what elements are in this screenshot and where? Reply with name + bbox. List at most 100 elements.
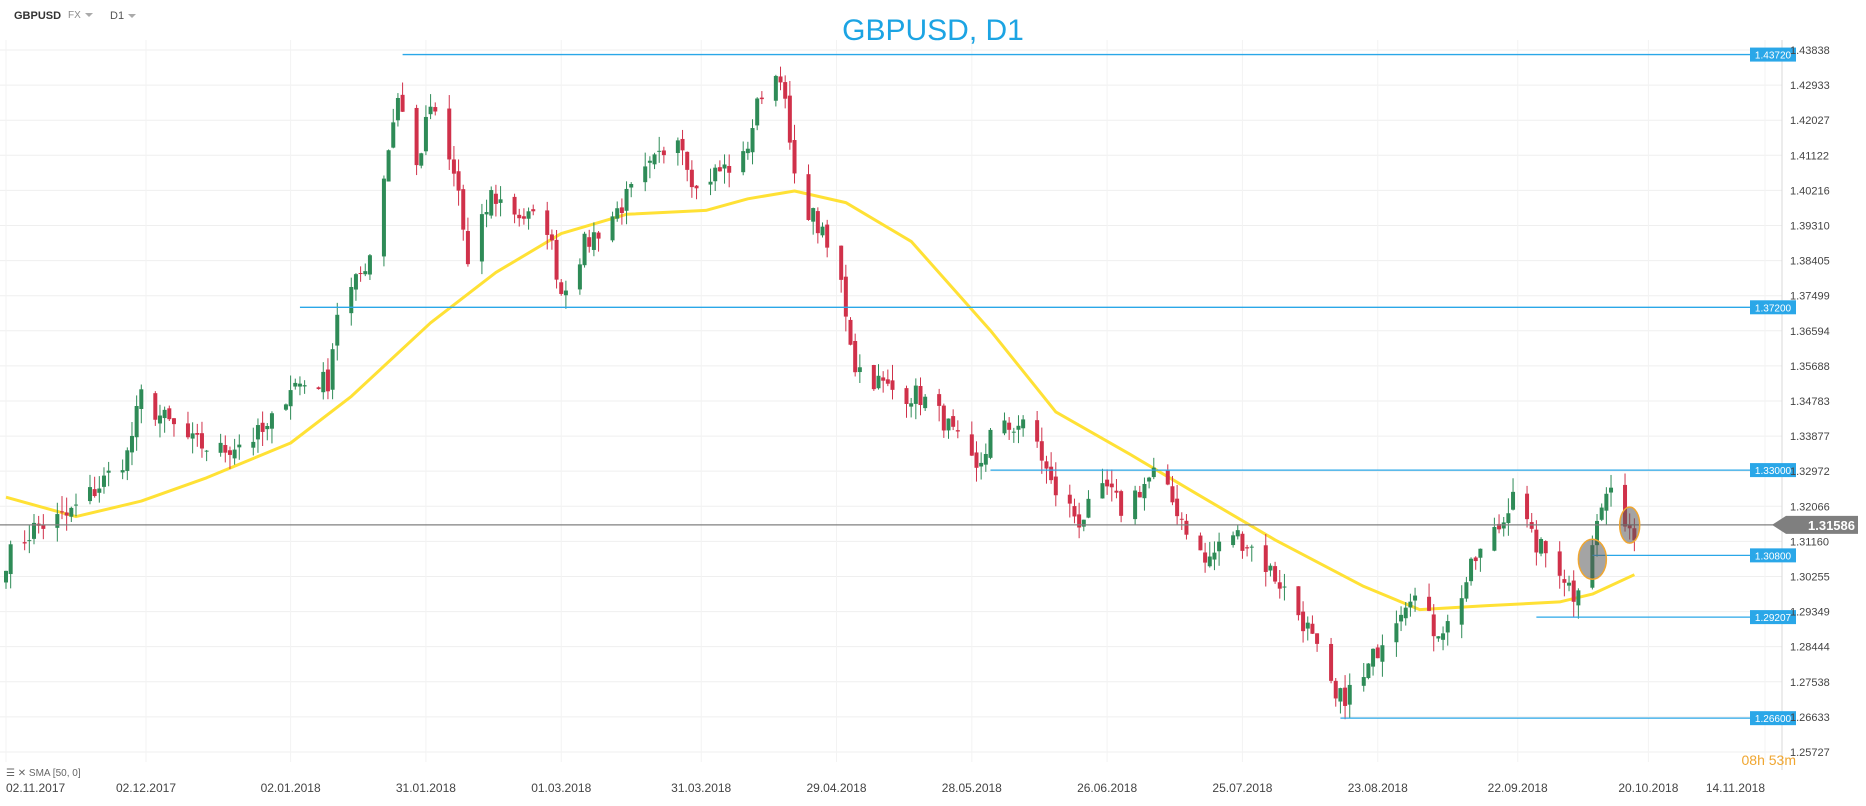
candle-body xyxy=(1557,551,1562,576)
x-tick-label: 23.08.2018 xyxy=(1348,781,1408,795)
candle-body xyxy=(1165,470,1170,485)
candle-body xyxy=(923,396,928,409)
candle-body xyxy=(1212,552,1217,560)
candle-body xyxy=(120,470,125,473)
candle-body xyxy=(157,415,162,424)
candle-body xyxy=(722,164,727,169)
candle-body xyxy=(717,167,722,172)
candle-body xyxy=(1441,633,1446,640)
candle-body xyxy=(484,212,489,215)
candle-body xyxy=(8,544,13,575)
level-label: 1.37200 xyxy=(1755,303,1792,314)
candle-body xyxy=(297,383,302,387)
candle-body xyxy=(1343,687,1348,706)
candle-body xyxy=(1436,636,1441,639)
chevron-down-icon xyxy=(84,13,93,18)
candle-body xyxy=(1399,614,1404,622)
candle-body xyxy=(1039,441,1044,461)
candle-body xyxy=(909,403,914,407)
candle-body xyxy=(773,75,778,101)
candle-body xyxy=(171,418,176,425)
highlight-ellipse xyxy=(1618,506,1641,544)
candle-body xyxy=(1534,529,1539,553)
candle-body xyxy=(946,418,951,431)
candle-body xyxy=(904,388,909,404)
candle-body xyxy=(1109,483,1114,488)
timeframe-selector[interactable]: D1 xyxy=(110,10,137,22)
candle-body xyxy=(1576,590,1581,606)
candle-body xyxy=(857,367,862,373)
highlight-ellipse xyxy=(1577,538,1608,580)
candle-body xyxy=(582,233,587,266)
candle-body xyxy=(1049,466,1054,481)
candle-body xyxy=(741,151,746,173)
candle-body xyxy=(1263,545,1268,572)
candle-body xyxy=(1506,513,1511,524)
candle-body xyxy=(1604,493,1609,511)
candle-body xyxy=(1240,533,1245,551)
x-tick-label: 02.12.2017 xyxy=(116,781,176,795)
symbol-selector[interactable]: GBPUSD xyxy=(14,10,61,22)
candle-body xyxy=(811,208,816,222)
x-tick-label: 31.01.2018 xyxy=(396,781,456,795)
indicator-legend[interactable]: ☰ ✕ SMA [50, 0] xyxy=(6,768,81,779)
candle-body xyxy=(293,382,298,387)
sma-line xyxy=(5,189,1636,612)
candle-body xyxy=(937,394,942,406)
candle-body xyxy=(1142,483,1147,499)
candle-body xyxy=(1478,548,1483,558)
candle-body xyxy=(395,98,400,121)
candle-body xyxy=(694,185,699,189)
candle-body xyxy=(391,122,396,148)
x-tick-label: 20.10.2018 xyxy=(1618,781,1678,795)
candle-body xyxy=(526,211,531,219)
candle-body xyxy=(685,151,690,170)
candle-body xyxy=(4,570,8,583)
level-label: 1.30800 xyxy=(1755,551,1792,562)
candle-body xyxy=(1217,541,1222,552)
candle-body xyxy=(428,106,433,115)
candle-body xyxy=(1114,490,1119,493)
candle-body xyxy=(1268,565,1273,571)
candle-body xyxy=(787,95,792,143)
y-tick-label: 1.28444 xyxy=(1790,642,1830,654)
indicator-label: SMA [50, 0] xyxy=(28,768,81,779)
x-tick-label: 26.06.2018 xyxy=(1077,781,1137,795)
y-tick-label: 1.38405 xyxy=(1790,256,1830,268)
candle-body xyxy=(125,450,130,471)
candle-body xyxy=(1511,491,1516,510)
candle-body xyxy=(974,452,979,468)
candle-body xyxy=(1543,541,1548,554)
candle-body xyxy=(979,462,984,467)
candle-body xyxy=(876,375,881,389)
chevron-down-icon xyxy=(128,14,137,19)
candle-body xyxy=(1175,498,1180,517)
y-tick-label: 1.25727 xyxy=(1790,747,1830,759)
candle-body xyxy=(913,385,918,404)
candle-body xyxy=(657,150,662,152)
candle-body xyxy=(1035,420,1040,442)
level-tag xyxy=(1750,610,1796,625)
candle-body xyxy=(1427,596,1432,611)
level-tag xyxy=(1750,548,1796,563)
candle-body xyxy=(745,148,750,154)
candle-body xyxy=(349,286,354,314)
candle-body xyxy=(367,255,372,275)
candle-body xyxy=(162,409,167,419)
candle-body xyxy=(783,82,788,99)
candle-body xyxy=(59,511,64,513)
candle-body xyxy=(1198,535,1203,551)
y-tick-label: 1.40216 xyxy=(1790,185,1830,197)
y-tick-label: 1.31160 xyxy=(1790,536,1829,548)
candle-body xyxy=(1077,514,1082,528)
y-tick-label: 1.33877 xyxy=(1790,431,1830,443)
source-selector[interactable]: FX xyxy=(68,10,93,21)
candle-body xyxy=(1203,552,1208,563)
candle-body xyxy=(517,214,522,219)
candle-body xyxy=(363,271,368,275)
candle-body xyxy=(101,475,106,487)
horizontal-levels[interactable]: 1.43720 1.37200 1.33000 1.30800 1.29207 1.266… xyxy=(299,47,1796,726)
candle-body xyxy=(419,153,424,166)
x-tick-label: 01.03.2018 xyxy=(531,781,591,795)
